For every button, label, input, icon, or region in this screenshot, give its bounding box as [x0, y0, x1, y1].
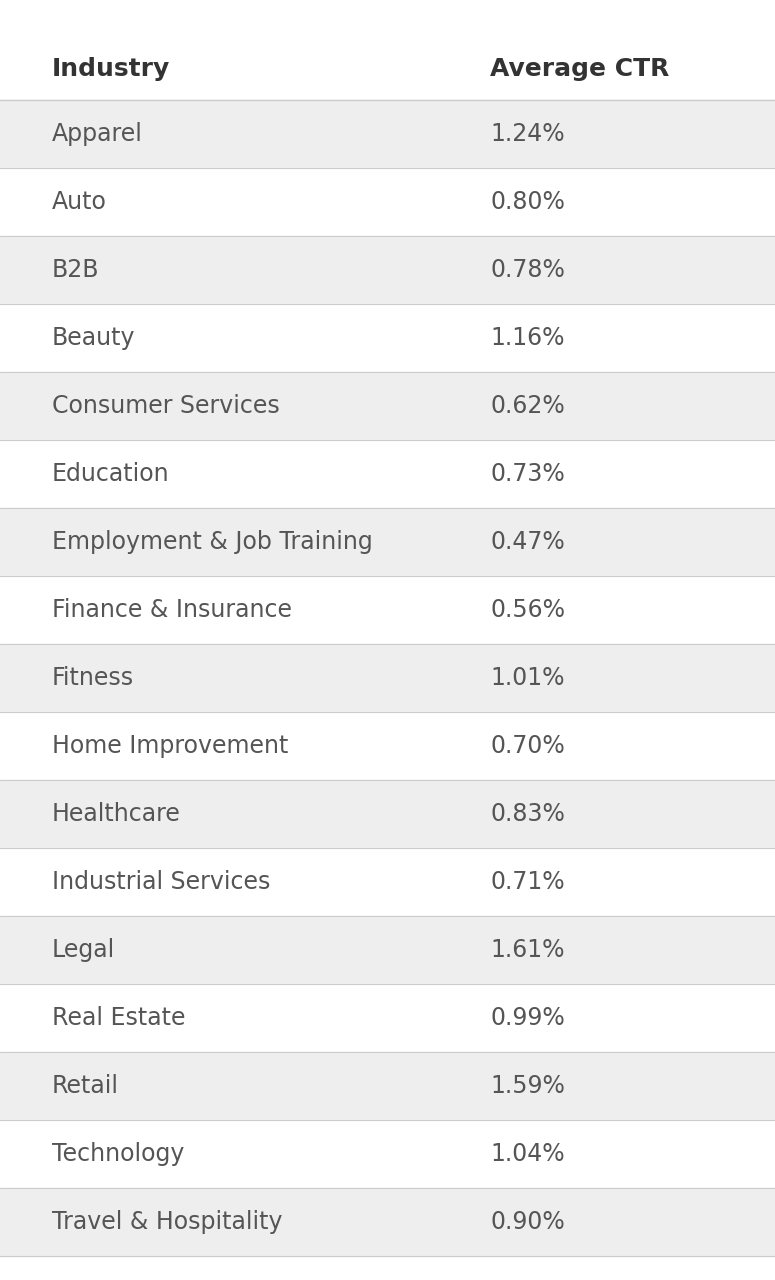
- Bar: [0, 780, 775, 847]
- Text: Finance & Insurance: Finance & Insurance: [52, 598, 292, 622]
- Text: Average CTR: Average CTR: [490, 58, 670, 81]
- Bar: [0, 1120, 775, 1188]
- Bar: [0, 1188, 775, 1256]
- Text: 0.90%: 0.90%: [490, 1210, 565, 1234]
- Text: 0.83%: 0.83%: [490, 803, 565, 826]
- Text: B2B: B2B: [52, 259, 99, 282]
- Text: Real Estate: Real Estate: [52, 1006, 185, 1030]
- Bar: [0, 847, 775, 916]
- Text: 0.80%: 0.80%: [490, 189, 565, 214]
- Bar: [0, 916, 775, 984]
- Text: Beauty: Beauty: [52, 326, 136, 349]
- Text: Industrial Services: Industrial Services: [52, 870, 270, 893]
- Bar: [0, 303, 775, 372]
- Bar: [0, 1052, 775, 1120]
- Bar: [0, 508, 775, 576]
- Text: Home Improvement: Home Improvement: [52, 733, 288, 758]
- Text: Legal: Legal: [52, 938, 115, 963]
- Bar: [0, 236, 775, 303]
- Text: Technology: Technology: [52, 1142, 184, 1166]
- Text: 0.73%: 0.73%: [490, 462, 565, 486]
- Text: 0.70%: 0.70%: [490, 733, 565, 758]
- Text: Apparel: Apparel: [52, 122, 143, 146]
- Bar: [0, 372, 775, 440]
- Text: 0.47%: 0.47%: [490, 530, 565, 554]
- Bar: [0, 168, 775, 236]
- Bar: [0, 100, 775, 168]
- Text: 1.16%: 1.16%: [490, 326, 564, 349]
- Text: Consumer Services: Consumer Services: [52, 394, 280, 419]
- Text: Employment & Job Training: Employment & Job Training: [52, 530, 373, 554]
- Text: Fitness: Fitness: [52, 666, 134, 690]
- Text: 0.71%: 0.71%: [490, 870, 565, 893]
- Text: 0.99%: 0.99%: [490, 1006, 565, 1030]
- Text: 1.01%: 1.01%: [490, 666, 564, 690]
- Text: 0.56%: 0.56%: [490, 598, 565, 622]
- Text: 1.24%: 1.24%: [490, 122, 565, 146]
- Text: Retail: Retail: [52, 1074, 119, 1098]
- Text: 1.59%: 1.59%: [490, 1074, 565, 1098]
- Text: 0.78%: 0.78%: [490, 259, 565, 282]
- Text: 1.61%: 1.61%: [490, 938, 564, 963]
- Bar: [0, 440, 775, 508]
- Text: Industry: Industry: [52, 58, 170, 81]
- Text: Travel & Hospitality: Travel & Hospitality: [52, 1210, 283, 1234]
- Bar: [0, 644, 775, 712]
- Text: 0.62%: 0.62%: [490, 394, 565, 419]
- Bar: [0, 984, 775, 1052]
- Text: 1.04%: 1.04%: [490, 1142, 565, 1166]
- Bar: [0, 576, 775, 644]
- Bar: [0, 712, 775, 780]
- Text: Education: Education: [52, 462, 170, 486]
- Text: Auto: Auto: [52, 189, 107, 214]
- Text: Healthcare: Healthcare: [52, 803, 181, 826]
